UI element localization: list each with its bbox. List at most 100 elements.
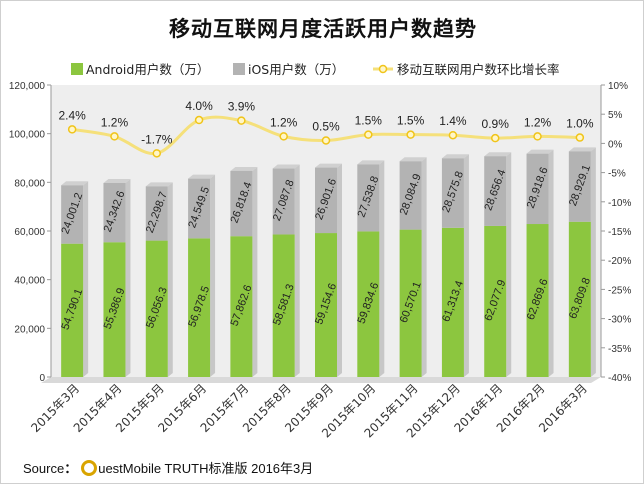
bar-side (421, 157, 427, 377)
growth-rate-point (279, 132, 288, 141)
growth-rate-point (490, 133, 500, 143)
growth-rate-label: 1.2% (270, 115, 298, 129)
plot-floor (41, 377, 601, 383)
bar-top (315, 163, 342, 168)
android-bar (399, 229, 422, 377)
ios-bar (568, 151, 591, 222)
growth-rate-point (67, 125, 77, 134)
growth-rate-point (194, 115, 204, 125)
android-bar (188, 238, 211, 377)
android-bar (103, 242, 126, 377)
legend-growth-marker (378, 64, 388, 74)
right-axis-tick-label: -25% (608, 285, 631, 296)
android-bar (357, 231, 380, 377)
right-axis-tick-label: 10% (608, 81, 628, 92)
ios-bar (315, 167, 337, 234)
source-label: Source (23, 461, 65, 476)
growth-rate-label: -1.7% (141, 132, 173, 146)
ios-bar (103, 182, 126, 243)
source-colon: ： (64, 461, 78, 476)
bar-top (103, 178, 131, 183)
ios-bar (441, 158, 464, 228)
android-bar (441, 227, 464, 377)
android-bar (61, 243, 84, 377)
growth-rate-point (406, 130, 415, 139)
right-axis-tick-label: -35% (608, 344, 631, 355)
ios-bar (272, 168, 295, 235)
bar-side (463, 154, 469, 377)
legend-android-label: Android用户数（万） (86, 62, 209, 77)
android-bar (272, 234, 295, 377)
right-axis-tick-label: -20% (608, 256, 631, 267)
chart-title: 移动互联网月度活跃用户数趋势 (169, 17, 477, 41)
growth-rate-label: 1.2% (101, 115, 129, 129)
bar-side (506, 152, 512, 377)
bar-side (590, 147, 596, 377)
bar-side (125, 178, 131, 377)
ios-bar (188, 178, 211, 239)
growth-rate-point (110, 132, 119, 141)
android-bar (484, 225, 507, 377)
source-text: uestMobile TRUTH标准版 2016年3月 (98, 461, 314, 476)
right-axis-tick-label: 5% (608, 110, 623, 121)
growth-rate-label: 0.5% (312, 119, 340, 133)
growth-rate-label: 2.4% (58, 108, 86, 122)
bar-top (357, 160, 385, 165)
left-axis-tick-label: 80,000 (14, 178, 45, 189)
android-bar (230, 236, 253, 377)
growth-rate-point (575, 133, 585, 142)
bar-top (230, 166, 258, 171)
legend-growth-label: 移动互联网用户数环比增长率 (397, 62, 560, 77)
legend-android-swatch (71, 63, 83, 75)
bar-top (568, 147, 596, 152)
growth-rate-label: 0.9% (482, 117, 510, 131)
growth-rate-point (448, 130, 458, 140)
bar-top (61, 181, 89, 186)
left-axis-tick-label: 100,000 (9, 130, 46, 141)
android-bar (568, 221, 591, 377)
legend-ios-label: iOS用户数（万） (248, 62, 344, 77)
bar-top (399, 157, 427, 162)
left-axis-tick-label: 120,000 (9, 81, 46, 92)
growth-rate-label: 1.5% (397, 114, 425, 128)
left-axis-tick-label: 40,000 (14, 276, 45, 287)
bar-side (83, 181, 89, 377)
growth-rate-label: 4.0% (185, 99, 213, 113)
right-axis-tick-label: -30% (608, 315, 631, 326)
android-bar (315, 233, 337, 377)
bar-side (294, 164, 300, 377)
bar-top (484, 152, 512, 157)
growth-rate-label: 1.2% (524, 115, 552, 129)
growth-rate-point (364, 130, 373, 139)
growth-rate-label: 1.5% (355, 114, 383, 128)
growth-rate-point (533, 132, 542, 141)
bar-top (441, 154, 469, 159)
ios-bar (526, 153, 549, 225)
growth-rate-point (321, 136, 331, 145)
ios-bar (145, 186, 168, 241)
right-axis-tick-label: -5% (608, 169, 626, 180)
right-axis-tick-label: 0% (608, 139, 623, 150)
questmobile-logo-icon (81, 460, 98, 476)
bar-top (145, 182, 173, 187)
bar-side (337, 163, 342, 377)
growth-rate-point (237, 116, 246, 125)
bar-side (379, 160, 385, 377)
ios-bar (484, 156, 507, 226)
right-axis-tick-label: -10% (608, 198, 631, 209)
left-axis-tick-label: 20,000 (14, 324, 45, 335)
right-axis-tick-label: -40% (608, 373, 631, 384)
ios-bar (357, 164, 380, 232)
android-bar (526, 224, 549, 377)
bar-side (210, 174, 216, 377)
growth-rate-label: 1.4% (439, 114, 467, 128)
bar-side (252, 166, 258, 377)
bar-top (272, 164, 300, 169)
growth-rate-label: 1.0% (566, 117, 594, 131)
growth-rate-point (152, 149, 162, 158)
right-axis-tick-label: -15% (608, 227, 631, 238)
left-axis-tick-label: 60,000 (14, 227, 45, 238)
bar-top (188, 174, 216, 179)
